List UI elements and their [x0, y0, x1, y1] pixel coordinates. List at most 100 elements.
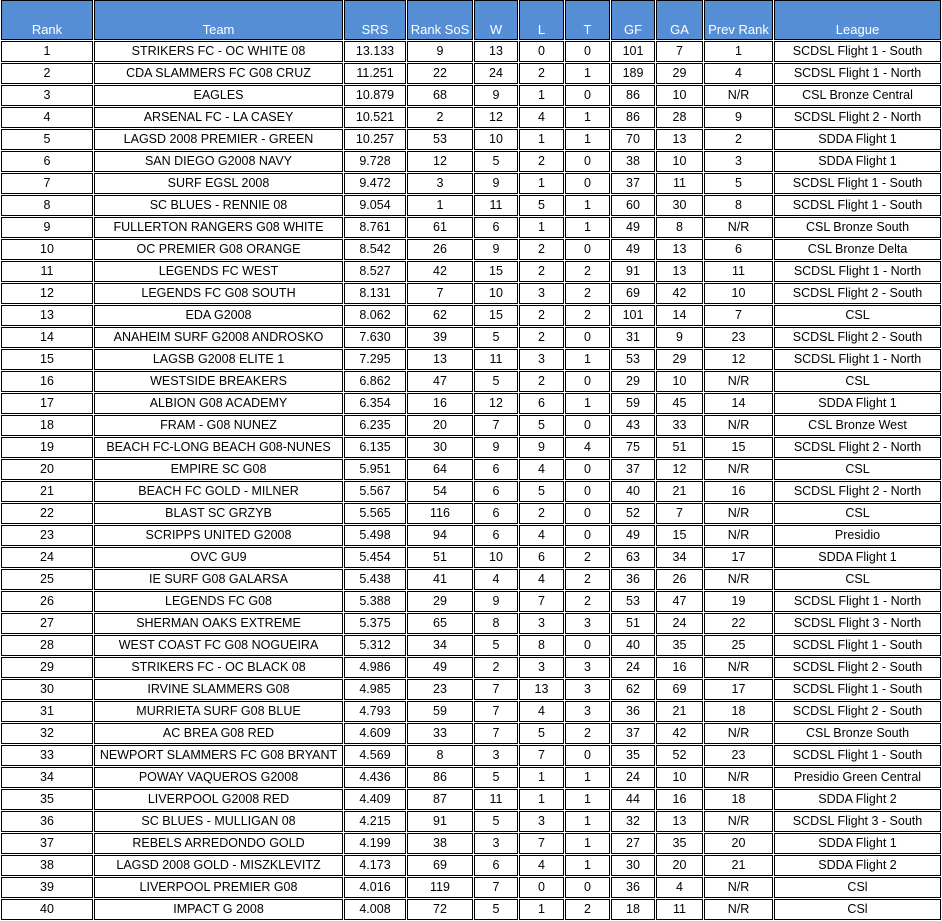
- cell-rank-sos[interactable]: 7: [407, 283, 473, 304]
- cell-goals-against[interactable]: 7: [656, 503, 703, 524]
- cell-losses[interactable]: 0: [519, 877, 564, 898]
- cell-goals-against[interactable]: 10: [656, 151, 703, 172]
- cell-goals-for[interactable]: 86: [611, 85, 655, 106]
- cell-rank[interactable]: 11: [1, 261, 93, 282]
- cell-srs[interactable]: 13.133: [344, 41, 406, 62]
- cell-prev-rank[interactable]: 19: [704, 591, 773, 612]
- cell-rank[interactable]: 37: [1, 833, 93, 854]
- cell-goals-against[interactable]: 26: [656, 569, 703, 590]
- cell-rank[interactable]: 1: [1, 41, 93, 62]
- cell-ties[interactable]: 0: [565, 173, 610, 194]
- cell-rank[interactable]: 23: [1, 525, 93, 546]
- cell-rank-sos[interactable]: 62: [407, 305, 473, 326]
- cell-team[interactable]: STRIKERS FC - OC BLACK 08: [94, 657, 343, 678]
- cell-goals-for[interactable]: 53: [611, 591, 655, 612]
- cell-league[interactable]: CSL: [774, 569, 941, 590]
- cell-team[interactable]: CDA SLAMMERS FC G08 CRUZ: [94, 63, 343, 84]
- cell-rank-sos[interactable]: 69: [407, 855, 473, 876]
- cell-goals-for[interactable]: 91: [611, 261, 655, 282]
- column-header-losses[interactable]: L: [519, 0, 564, 40]
- cell-goals-against[interactable]: 51: [656, 437, 703, 458]
- cell-ties[interactable]: 0: [565, 415, 610, 436]
- cell-league[interactable]: SDDA Flight 1: [774, 129, 941, 150]
- cell-srs[interactable]: 9.054: [344, 195, 406, 216]
- cell-rank[interactable]: 19: [1, 437, 93, 458]
- cell-srs[interactable]: 8.542: [344, 239, 406, 260]
- cell-srs[interactable]: 6.862: [344, 371, 406, 392]
- cell-team[interactable]: BEACH FC-LONG BEACH G08-NUNES: [94, 437, 343, 458]
- cell-rank-sos[interactable]: 30: [407, 437, 473, 458]
- cell-goals-against[interactable]: 4: [656, 877, 703, 898]
- cell-goals-against[interactable]: 11: [656, 899, 703, 920]
- cell-wins[interactable]: 5: [474, 327, 518, 348]
- cell-team[interactable]: LAGSB G2008 ELITE 1: [94, 349, 343, 370]
- cell-losses[interactable]: 4: [519, 569, 564, 590]
- cell-league[interactable]: CSL Bronze West: [774, 415, 941, 436]
- cell-losses[interactable]: 3: [519, 283, 564, 304]
- cell-goals-against[interactable]: 16: [656, 657, 703, 678]
- cell-rank-sos[interactable]: 68: [407, 85, 473, 106]
- cell-team[interactable]: LEGENDS FC G08 SOUTH: [94, 283, 343, 304]
- cell-ties[interactable]: 2: [565, 547, 610, 568]
- cell-prev-rank[interactable]: N/R: [704, 899, 773, 920]
- cell-wins[interactable]: 15: [474, 261, 518, 282]
- cell-rank-sos[interactable]: 119: [407, 877, 473, 898]
- cell-losses[interactable]: 0: [519, 41, 564, 62]
- cell-prev-rank[interactable]: 14: [704, 393, 773, 414]
- cell-league[interactable]: SCDSL Flight 1 - South: [774, 41, 941, 62]
- cell-goals-against[interactable]: 52: [656, 745, 703, 766]
- cell-goals-against[interactable]: 7: [656, 41, 703, 62]
- cell-prev-rank[interactable]: 18: [704, 789, 773, 810]
- cell-league[interactable]: SCDSL Flight 1 - South: [774, 195, 941, 216]
- cell-league[interactable]: SDDA Flight 1: [774, 833, 941, 854]
- cell-ties[interactable]: 0: [565, 151, 610, 172]
- cell-prev-rank[interactable]: N/R: [704, 811, 773, 832]
- cell-goals-against[interactable]: 34: [656, 547, 703, 568]
- cell-ties[interactable]: 2: [565, 899, 610, 920]
- cell-rank[interactable]: 6: [1, 151, 93, 172]
- cell-goals-against[interactable]: 47: [656, 591, 703, 612]
- cell-prev-rank[interactable]: N/R: [704, 657, 773, 678]
- cell-ties[interactable]: 1: [565, 195, 610, 216]
- cell-goals-against[interactable]: 10: [656, 371, 703, 392]
- cell-league[interactable]: Presidio: [774, 525, 941, 546]
- cell-rank[interactable]: 12: [1, 283, 93, 304]
- cell-team[interactable]: STRIKERS FC - OC WHITE 08: [94, 41, 343, 62]
- cell-prev-rank[interactable]: 10: [704, 283, 773, 304]
- cell-prev-rank[interactable]: 2: [704, 129, 773, 150]
- cell-team[interactable]: EDA G2008: [94, 305, 343, 326]
- cell-goals-for[interactable]: 51: [611, 613, 655, 634]
- cell-wins[interactable]: 9: [474, 173, 518, 194]
- cell-wins[interactable]: 24: [474, 63, 518, 84]
- cell-srs[interactable]: 4.215: [344, 811, 406, 832]
- cell-goals-for[interactable]: 18: [611, 899, 655, 920]
- cell-wins[interactable]: 3: [474, 833, 518, 854]
- cell-ties[interactable]: 2: [565, 261, 610, 282]
- cell-wins[interactable]: 10: [474, 129, 518, 150]
- cell-srs[interactable]: 7.630: [344, 327, 406, 348]
- cell-losses[interactable]: 2: [519, 261, 564, 282]
- cell-league[interactable]: CSl: [774, 877, 941, 898]
- cell-losses[interactable]: 2: [519, 503, 564, 524]
- cell-rank[interactable]: 14: [1, 327, 93, 348]
- cell-srs[interactable]: 4.016: [344, 877, 406, 898]
- column-header-wins[interactable]: W: [474, 0, 518, 40]
- cell-rank-sos[interactable]: 39: [407, 327, 473, 348]
- cell-rank[interactable]: 34: [1, 767, 93, 788]
- cell-rank[interactable]: 36: [1, 811, 93, 832]
- cell-goals-for[interactable]: 69: [611, 283, 655, 304]
- cell-prev-rank[interactable]: N/R: [704, 503, 773, 524]
- cell-goals-against[interactable]: 10: [656, 85, 703, 106]
- cell-ties[interactable]: 0: [565, 41, 610, 62]
- cell-wins[interactable]: 6: [474, 525, 518, 546]
- cell-rank-sos[interactable]: 3: [407, 173, 473, 194]
- cell-goals-for[interactable]: 35: [611, 745, 655, 766]
- cell-goals-for[interactable]: 44: [611, 789, 655, 810]
- cell-ties[interactable]: 1: [565, 129, 610, 150]
- cell-losses[interactable]: 1: [519, 767, 564, 788]
- cell-srs[interactable]: 5.498: [344, 525, 406, 546]
- cell-goals-for[interactable]: 53: [611, 349, 655, 370]
- cell-league[interactable]: SCDSL Flight 3 - North: [774, 613, 941, 634]
- cell-rank-sos[interactable]: 72: [407, 899, 473, 920]
- column-header-team[interactable]: Team: [94, 0, 343, 40]
